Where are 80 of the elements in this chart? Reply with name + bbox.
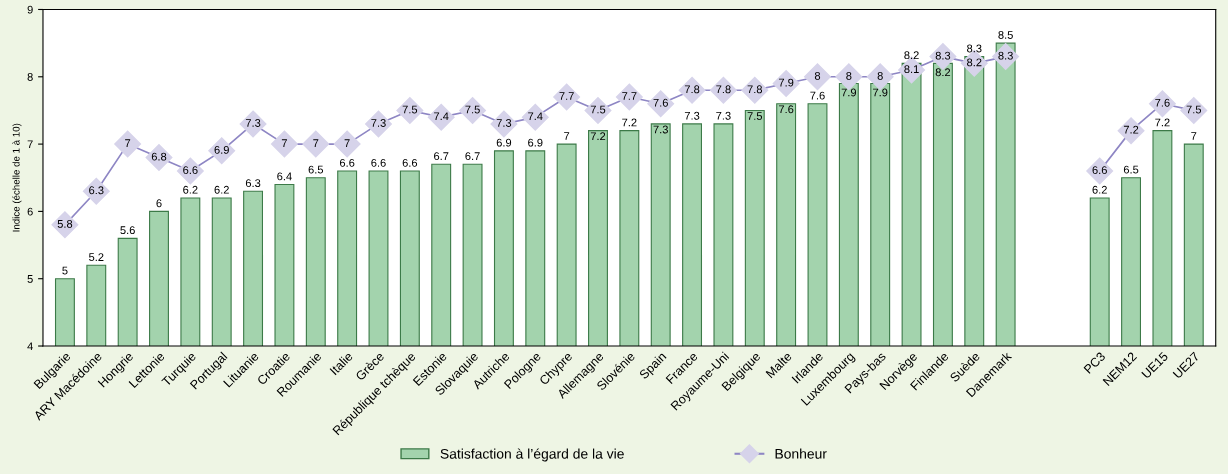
data-label: 7.3 [684,111,700,120]
data-label: 6.9 [214,145,229,154]
data-label: 7.8 [747,85,763,94]
data-label: 7.3 [245,119,261,127]
data-label: 6.4 [277,172,292,181]
data-label: 5.2 [89,253,104,262]
data-label: 6.9 [496,138,512,147]
data-label: 7 [125,139,131,147]
data-label: 7.5 [590,105,606,114]
data-label: 7.4 [528,112,543,121]
y-tick-label: 4 [27,342,33,351]
data-label: 7.5 [1186,105,1202,114]
data-label: 6.7 [434,152,449,161]
data-label: 7.8 [684,85,700,94]
data-label: 6.3 [89,186,104,195]
data-label: 6.8 [151,152,167,161]
data-label: 6.6 [402,158,418,167]
data-label: 7.9 [873,88,888,97]
data-label: 6.5 [308,165,324,174]
data-label: 6.7 [465,152,480,161]
data-label: 7 [564,132,570,140]
data-label: 7.3 [371,119,386,127]
data-label: 8.3 [935,51,951,60]
data-label: 8 [877,71,883,80]
data-label: 5.8 [57,219,73,228]
data-label: 7.9 [778,78,794,87]
data-label: 5 [62,266,68,275]
data-label: 7.9 [841,88,857,97]
data-label: 8.1 [904,65,919,74]
data-label: 7.2 [1155,118,1170,127]
data-label: 6.6 [371,158,386,167]
data-label: 6.2 [214,185,229,194]
data-label: 7.3 [716,111,731,120]
data-label: 8.2 [967,58,982,67]
data-label: 6.6 [183,166,198,174]
data-label: 6.2 [183,185,198,194]
data-label: 7.5 [402,105,418,114]
data-label: 8.3 [967,44,982,53]
data-label: 6.9 [528,138,543,147]
data-label: 7.2 [590,132,606,141]
data-label: 7.6 [653,98,668,107]
data-label: 7 [1191,132,1197,140]
data-label: 8.3 [998,51,1013,60]
y-tick-label: 6 [27,207,33,216]
data-label: 6.3 [245,179,261,187]
data-label: 6.5 [1123,165,1139,174]
data-label: 7.7 [559,92,574,100]
data-label: 7.6 [1155,98,1170,107]
data-label: 8.2 [904,51,919,60]
data-label: 6.6 [339,158,355,167]
data-label: 8 [814,71,821,80]
data-label: 6.2 [1092,185,1107,194]
data-label: 7.2 [1123,125,1139,134]
data-label: 7.6 [778,105,794,114]
data-label: 8 [846,71,852,80]
data-label: 7.5 [465,105,480,114]
y-axis-title: Indice (échelle de 1 à 10) [12,123,22,232]
data-label: 7.8 [716,85,731,94]
data-label: 6 [156,199,162,208]
data-label: 7.2 [622,118,637,127]
y-tick-label: 7 [27,140,33,149]
y-tick-label: 8 [27,73,33,81]
data-label: 7 [344,139,350,147]
data-label: 7.3 [653,125,668,134]
data-label: 7.7 [622,92,637,100]
y-tick-label: 9 [27,5,33,14]
y-tick-label: 5 [27,275,33,283]
data-label: 7.3 [496,119,512,127]
data-label: 6.6 [1092,166,1107,174]
legend-label: Bonheur [775,448,827,459]
data-label: 8.5 [998,31,1013,39]
data-label: 7 [281,139,287,147]
data-label: 8.2 [935,68,951,77]
data-label: 5.6 [120,226,135,235]
data-label: 7.5 [747,112,763,120]
data-label: 7.4 [434,112,449,121]
x-tick-label: Italie [329,351,354,376]
data-label: 7.6 [810,91,825,100]
legend-label: Satisfaction à l’égard de la vie [440,448,624,462]
data-label: 7 [313,139,319,147]
